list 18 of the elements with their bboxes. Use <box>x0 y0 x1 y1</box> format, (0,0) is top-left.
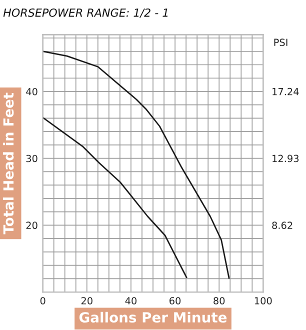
x-tick-label: 0 <box>40 297 46 304</box>
x-tick-label: 60 <box>170 297 181 304</box>
x-tick-label: 80 <box>214 297 225 304</box>
y-axis-title: Total Head in Feet <box>2 92 14 234</box>
y-tick-label: 20 <box>26 222 38 230</box>
y2-tick-label: 8.62 <box>272 222 292 230</box>
x-axis-title: Gallons Per Minute <box>79 312 227 323</box>
line-series <box>42 50 230 279</box>
chart-title: HORSEPOWER RANGE: 1/2 - 1 <box>3 8 168 18</box>
y2-axis-title: PSI <box>274 38 288 46</box>
y2-tick-label: 12.93 <box>272 154 299 162</box>
y-tick-label: 30 <box>26 154 38 162</box>
y-tick-label: 40 <box>26 88 38 96</box>
y2-tick-label: 17.24 <box>272 88 299 96</box>
line-series <box>42 116 188 278</box>
x-tick-label: 100 <box>254 297 272 304</box>
x-tick-label: 20 <box>81 297 92 304</box>
x-tick-label: 40 <box>125 297 137 304</box>
